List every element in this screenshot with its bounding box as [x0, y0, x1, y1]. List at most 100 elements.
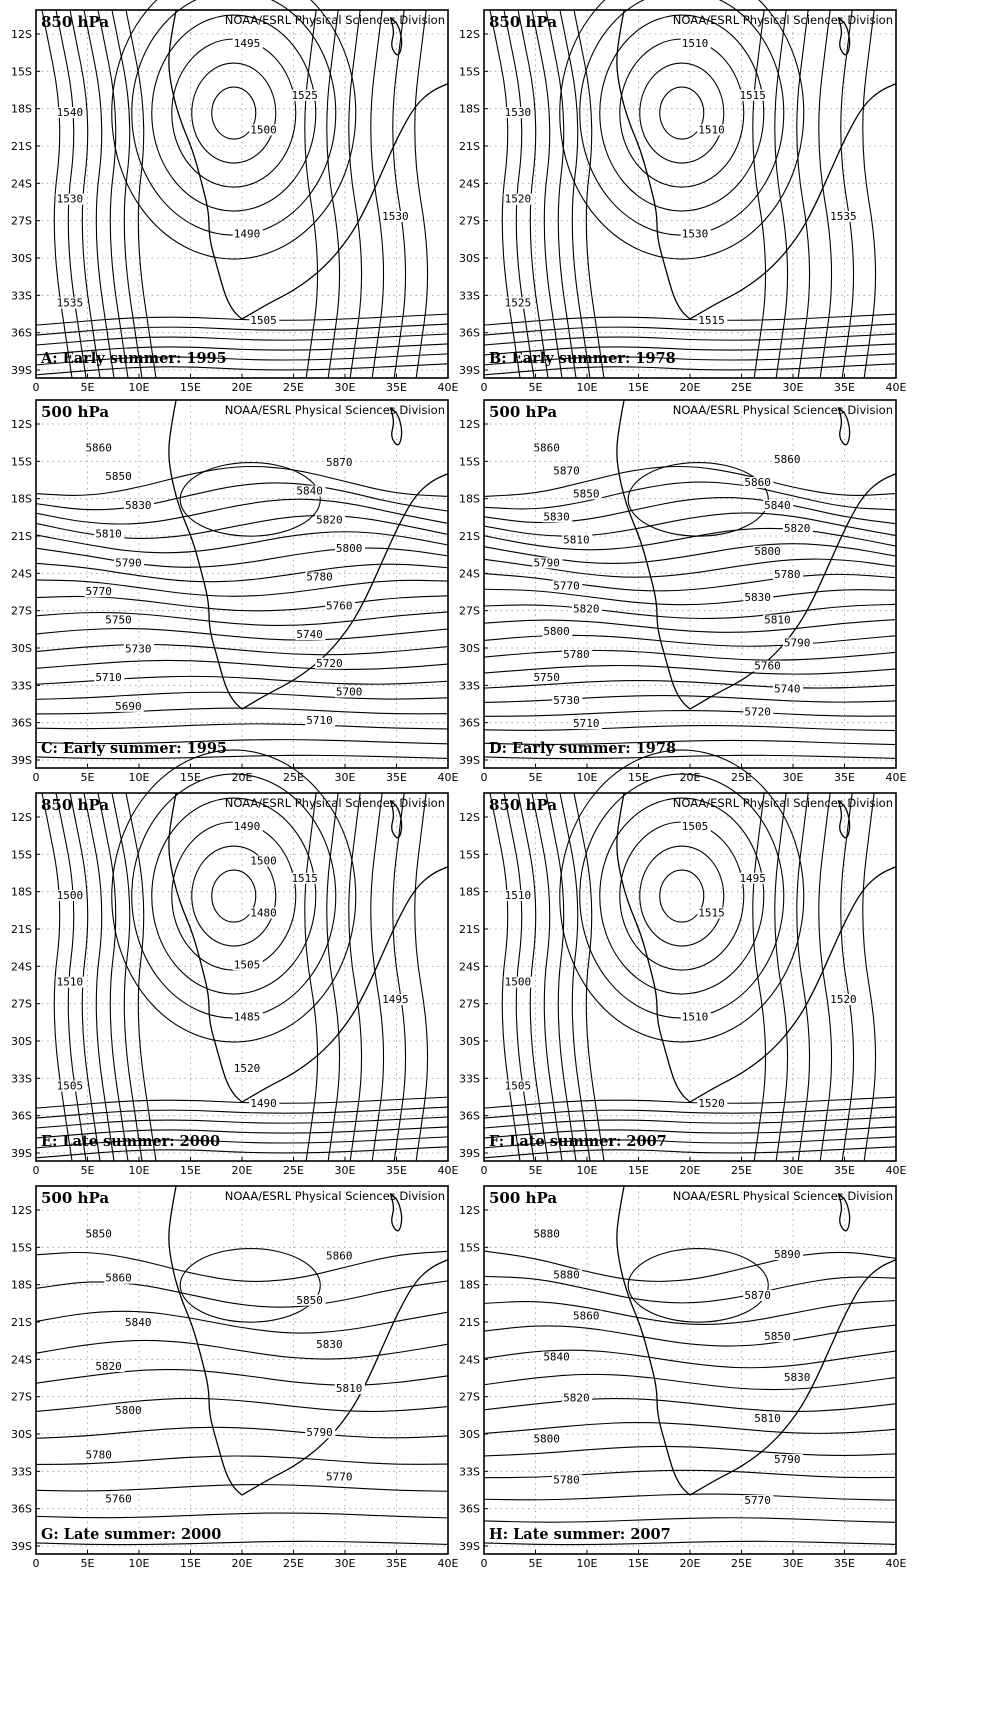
contour-label-background — [232, 1011, 263, 1023]
contour-label: 1495 — [382, 993, 409, 1006]
contour-line — [35, 659, 449, 671]
contour-label-background — [773, 683, 804, 695]
longitude-tick-label: 0 — [481, 1164, 488, 1177]
contour-closed — [659, 869, 705, 923]
contour-label: 1490 — [250, 1097, 276, 1110]
contour-label-background — [503, 193, 534, 205]
graticule — [484, 10, 896, 378]
longitude-tick-label: 15E — [628, 1164, 649, 1177]
contour-line — [483, 572, 897, 592]
contour-label-background — [697, 907, 728, 919]
longitude-tick-label: 35E — [386, 1557, 407, 1570]
graticule — [484, 793, 896, 1161]
longitude-tick-label: 0 — [33, 381, 40, 394]
contour-label: 5780 — [774, 568, 801, 581]
longitude-tick-label: 5E — [81, 381, 95, 394]
contour-label-background — [542, 626, 573, 638]
contour-line — [35, 754, 449, 760]
contour-south — [483, 323, 897, 336]
contour-south — [483, 1126, 897, 1139]
contour-line — [483, 1469, 897, 1479]
pressure-level-label: 850 hPa — [41, 13, 109, 31]
coastline-east — [689, 866, 897, 1103]
contour-line — [483, 710, 897, 717]
contour-label: 5820 — [95, 1360, 122, 1373]
contour-line — [35, 1512, 449, 1519]
contour-line — [35, 498, 449, 525]
coastline-west — [616, 1185, 691, 1496]
contour-label: 1530 — [382, 210, 409, 223]
longitude-tick-label: 10E — [129, 1164, 150, 1177]
latitude-tick-label: 27S — [11, 215, 32, 228]
contour-line — [35, 1310, 449, 1334]
contour-line — [483, 481, 897, 511]
latitude-tick-label: 33S — [459, 1072, 480, 1085]
contour-label-background — [753, 1413, 784, 1425]
graticule — [36, 1186, 448, 1554]
contour-label: 5730 — [125, 642, 152, 655]
contour-south — [483, 1096, 897, 1109]
contour-south — [483, 1136, 897, 1149]
contour-line — [483, 739, 897, 746]
contour-label: 5770 — [553, 579, 580, 592]
contour-label: 5790 — [784, 637, 811, 650]
contour-high-cell — [179, 1248, 321, 1323]
longitude-tick-label: 5E — [529, 1557, 543, 1570]
contour-line — [483, 1517, 897, 1523]
latitude-tick-label: 18S — [459, 493, 480, 506]
contour-south — [483, 343, 897, 356]
contour-line — [35, 465, 449, 497]
contour-label: 1525 — [291, 89, 318, 102]
latitude-tick-label: 24S — [11, 1353, 32, 1366]
contour-label: 1510 — [57, 976, 84, 989]
contour-label-background — [562, 534, 593, 546]
lake-outline — [837, 799, 851, 839]
longitude-tick-label: 35E — [834, 1164, 855, 1177]
longitude-tick-label: 35E — [386, 381, 407, 394]
contour-line — [483, 1275, 897, 1304]
contour-closed — [171, 821, 297, 971]
contour-label: 5700 — [336, 686, 363, 699]
latitude-tick-label: 21S — [459, 140, 480, 153]
contour-east — [752, 792, 767, 1162]
contour-south — [483, 313, 897, 326]
map-panel: 1490 1485 1480 1490 1495 1500 1505 1510 1515 1520… — [11, 749, 459, 1177]
longitude-tick-label: 25E — [283, 381, 304, 394]
contour-map: 1505 1510 1515 1520 1520 1510 1505 1500 1495 850 … — [459, 749, 907, 1177]
contour-line — [483, 1397, 897, 1412]
longitude-tick-label: 15E — [628, 1557, 649, 1570]
contour-label: 1510 — [505, 889, 531, 902]
contour-map: 5860586058705860585058405830582058105800… — [459, 399, 907, 784]
contour-closed — [579, 773, 785, 1019]
graticule — [36, 793, 448, 1161]
contour-map: 5860 5870 5850 5840 5830 5820 5810 5800 5790 5780… — [11, 399, 459, 784]
contour-south — [35, 1146, 449, 1159]
contour-label: 5720 — [744, 706, 771, 719]
contour-closed — [211, 86, 257, 140]
map-panel: 1495 1490 1500 1505 1530 1540 1535 1530 1525 850 … — [11, 0, 459, 394]
latitude-tick-label: 15S — [459, 65, 480, 78]
contour-label-background — [571, 488, 602, 500]
contour-closed — [599, 797, 765, 995]
contour-label: 1540 — [57, 106, 84, 119]
contour-line — [483, 1421, 897, 1434]
contour-label-background — [680, 820, 711, 832]
contour-label-background — [753, 545, 784, 557]
latitude-tick-label: 33S — [459, 1465, 480, 1478]
longitude-tick-label: 25E — [731, 1164, 752, 1177]
contour-line — [35, 482, 449, 512]
contour-label-background — [697, 1097, 728, 1109]
latitude-tick-label: 27S — [11, 998, 32, 1011]
latitude-tick-label: 24S — [11, 567, 32, 580]
contour-line — [483, 558, 897, 578]
contour-label: 1510 — [698, 123, 725, 136]
contour-label: 5840 — [125, 1316, 152, 1329]
contour-label: 5880 — [533, 1228, 560, 1241]
contour-label-background — [123, 643, 154, 655]
map-panel: 5860 5860 5870 5860 5850 5840 5830 5820 5810 5800… — [459, 399, 907, 784]
contour-map: 1490 1485 1480 1490 1495 1500 1505 1510 1515 1520… — [11, 749, 459, 1177]
contour-label-background — [782, 522, 813, 534]
contour-label: 5690 — [115, 700, 142, 713]
contour-label: 1515 — [291, 872, 318, 885]
contour-south — [483, 1116, 897, 1129]
